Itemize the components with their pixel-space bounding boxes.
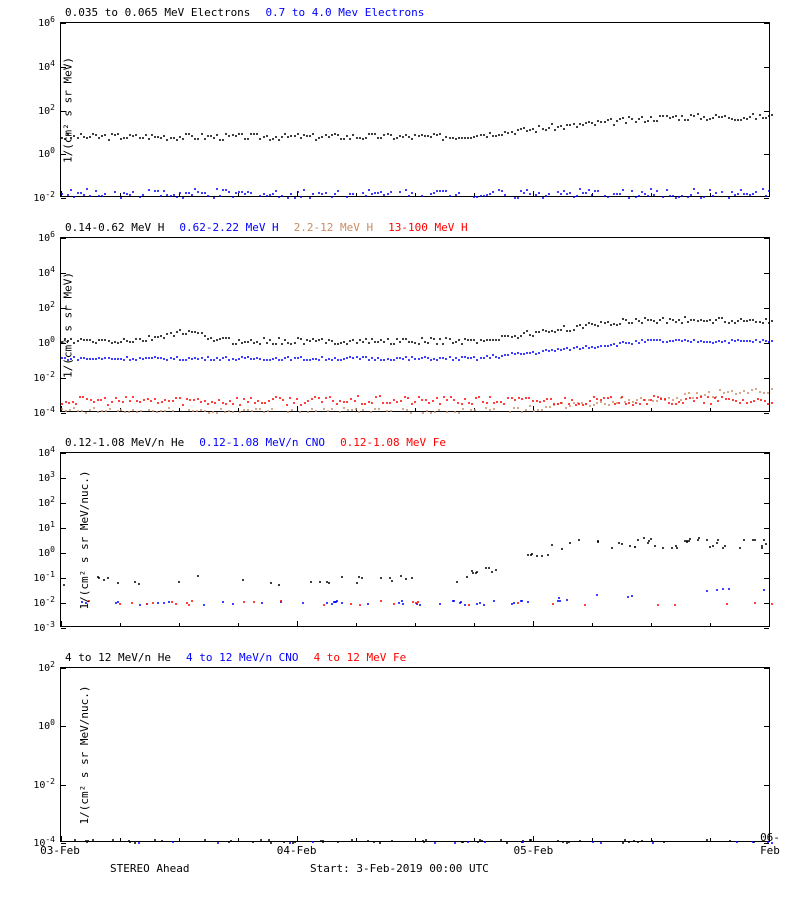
- y-tick: 10-2: [25, 776, 55, 790]
- y-tick: 101: [25, 520, 55, 534]
- legend-item: 0.12-1.08 MeV/n CNO: [199, 436, 325, 449]
- panel-2: 1/(cm² s sr MeV/nuc.)10-310-210-11001011…: [60, 452, 770, 627]
- plot-area: [60, 237, 770, 412]
- y-axis-label: 1/(cm² s sr MeV): [61, 57, 74, 163]
- y-tick: 106: [25, 230, 55, 244]
- y-tick: 10-3: [25, 620, 55, 634]
- legend-item: 4 to 12 MeV Fe: [314, 651, 407, 664]
- y-axis-label: 1/(cm² s sr MeV/nuc.): [78, 470, 91, 609]
- legend-item: 0.12-1.08 MeV Fe: [340, 436, 446, 449]
- y-tick: 10-2: [25, 595, 55, 609]
- legend-item: 13-100 MeV H: [388, 221, 467, 234]
- y-tick: 104: [25, 265, 55, 279]
- y-tick: 104: [25, 59, 55, 73]
- y-tick: 100: [25, 545, 55, 559]
- y-tick: 102: [25, 660, 55, 674]
- legend: 0.14-0.62 MeV H 0.62-2.22 MeV H 2.2-12 MeV…: [65, 221, 483, 234]
- y-tick: 10-2: [25, 190, 55, 204]
- legend-item: 4 to 12 MeV/n CNO: [186, 651, 299, 664]
- y-tick: 10-1: [25, 570, 55, 584]
- y-tick: 106: [25, 15, 55, 29]
- legend: 4 to 12 MeV/n He 4 to 12 MeV/n CNO 4 to 12…: [65, 651, 421, 664]
- y-axis-label: 1/(cm² s sr MeV): [61, 272, 74, 378]
- plot-area: [60, 667, 770, 842]
- panel-0: 1/(cm² s sr MeV)10-21001021041060.035 to…: [60, 22, 770, 197]
- plot-area: [60, 22, 770, 197]
- y-tick: 103: [25, 470, 55, 484]
- y-tick: 10-2: [25, 370, 55, 384]
- y-tick: 104: [25, 445, 55, 459]
- legend-item: 0.035 to 0.065 MeV Electrons: [65, 6, 250, 19]
- x-tick: 03-Feb: [40, 844, 80, 857]
- legend-item: 4 to 12 MeV/n He: [65, 651, 171, 664]
- panel-1: 1/(cm² s sr MeV)10-410-21001021041060.14…: [60, 237, 770, 412]
- y-tick: 10-4: [25, 405, 55, 419]
- legend-item: 0.12-1.08 MeV/n He: [65, 436, 184, 449]
- legend: 0.035 to 0.065 MeV Electrons 0.7 to 4.0 M…: [65, 6, 439, 19]
- legend-item: 0.14-0.62 MeV H: [65, 221, 164, 234]
- y-tick: 102: [25, 102, 55, 116]
- plot-area: [60, 452, 770, 627]
- y-tick: 100: [25, 146, 55, 160]
- panel-3: 1/(cm² s sr MeV/nuc.)10-410-21001024 to …: [60, 667, 770, 842]
- chart-container: 1/(cm² s sr MeV) 10-2 100 102 104 106 0.035 to…: [0, 0, 800, 900]
- x-tick: 05-Feb: [513, 844, 553, 857]
- y-tick: 100: [25, 718, 55, 732]
- x-tick: 04-Feb: [277, 844, 317, 857]
- legend-item: 0.7 to 4.0 Mev Electrons: [265, 6, 424, 19]
- legend-item: 0.62-2.22 MeV H: [179, 221, 278, 234]
- x-tick: 06-Feb: [760, 831, 780, 857]
- y-tick: 102: [25, 300, 55, 314]
- y-tick: 102: [25, 495, 55, 509]
- footer-left: STEREO Ahead: [110, 862, 189, 875]
- y-axis-label: 1/(cm² s sr MeV/nuc.): [78, 685, 91, 824]
- legend-item: 2.2-12 MeV H: [294, 221, 373, 234]
- footer-center: Start: 3-Feb-2019 00:00 UTC: [310, 862, 489, 875]
- legend: 0.12-1.08 MeV/n He 0.12-1.08 MeV/n CNO 0.1…: [65, 436, 461, 449]
- y-tick: 100: [25, 335, 55, 349]
